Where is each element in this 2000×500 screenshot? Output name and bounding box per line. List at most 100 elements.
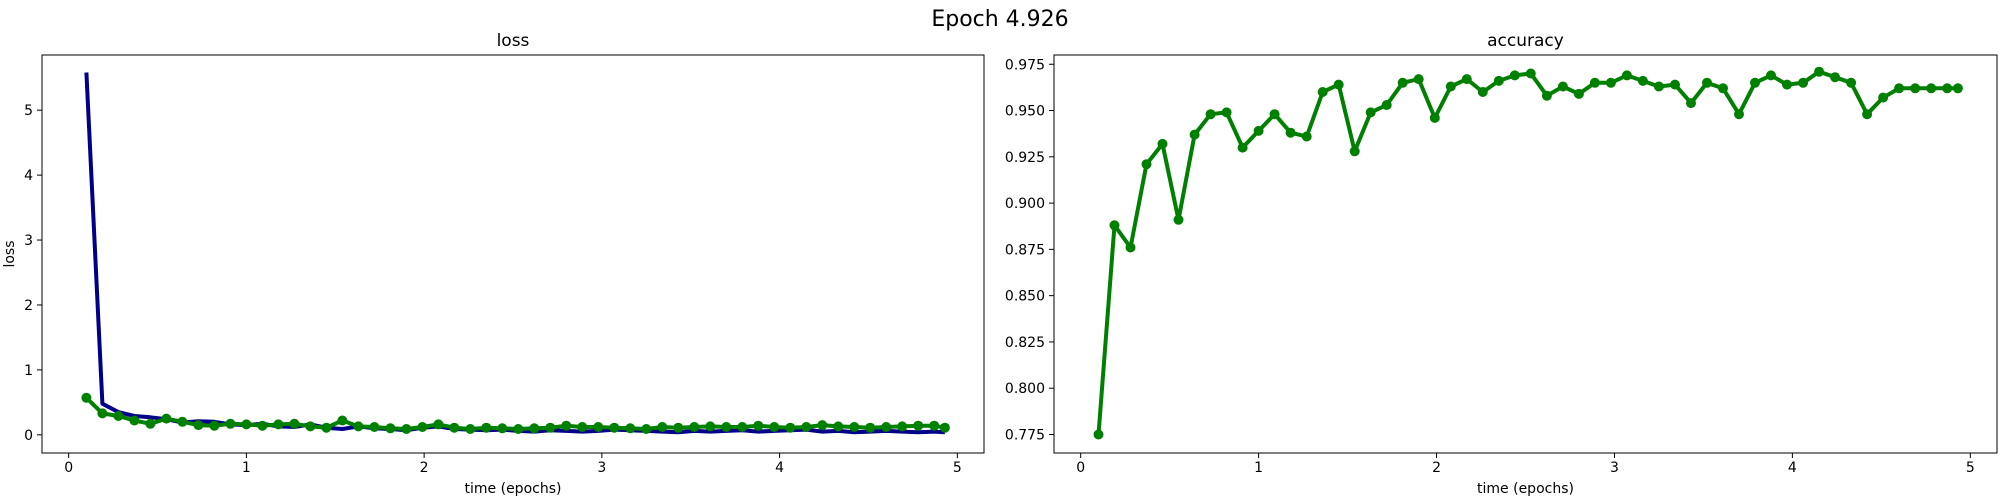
data-point bbox=[1509, 70, 1520, 81]
panel-title: loss bbox=[497, 31, 530, 51]
data-point bbox=[401, 424, 412, 434]
y-tick-label: 0.850 bbox=[1005, 289, 1045, 305]
data-point bbox=[129, 415, 140, 426]
data-point bbox=[625, 423, 636, 434]
data-point bbox=[1766, 70, 1776, 81]
data-point bbox=[449, 422, 460, 433]
data-point bbox=[1157, 138, 1168, 149]
data-point bbox=[897, 421, 908, 432]
data-point bbox=[1910, 83, 1921, 94]
data-point bbox=[1878, 92, 1889, 103]
data-point bbox=[929, 420, 940, 431]
data-point bbox=[145, 418, 156, 429]
series-line-1 bbox=[1096, 69, 1958, 435]
data-point bbox=[1413, 74, 1424, 85]
data-point bbox=[673, 422, 684, 433]
data-point bbox=[1349, 146, 1360, 157]
y-tick-label: 2 bbox=[24, 298, 33, 314]
data-point bbox=[273, 419, 284, 430]
data-point bbox=[177, 416, 188, 427]
data-point bbox=[465, 424, 476, 434]
data-point bbox=[433, 419, 444, 430]
data-point bbox=[1862, 109, 1873, 120]
y-tick-label: 0.950 bbox=[1005, 104, 1045, 120]
data-point bbox=[513, 424, 524, 434]
y-tick-label: 3 bbox=[24, 233, 33, 249]
data-point bbox=[769, 422, 780, 432]
data-point bbox=[561, 420, 572, 431]
axes-frame bbox=[41, 54, 985, 454]
data-point bbox=[1541, 90, 1552, 101]
x-tick-label: 4 bbox=[1788, 460, 1797, 476]
y-tick-label: 0.800 bbox=[1005, 381, 1045, 397]
data-point bbox=[1621, 70, 1632, 81]
data-point bbox=[1477, 87, 1488, 97]
data-point bbox=[81, 392, 92, 403]
figure-title: Epoch 4.926 bbox=[931, 7, 1068, 32]
data-point bbox=[1686, 98, 1696, 109]
data-point bbox=[865, 422, 876, 433]
data-point bbox=[913, 420, 924, 431]
data-point bbox=[1237, 142, 1248, 153]
x-tick-label: 5 bbox=[953, 460, 962, 476]
data-point bbox=[641, 424, 652, 434]
data-point bbox=[1653, 81, 1664, 92]
series-line-1 bbox=[84, 72, 946, 435]
x-tick-label: 2 bbox=[420, 460, 429, 476]
data-point bbox=[1573, 88, 1584, 99]
data-point bbox=[97, 408, 108, 419]
data-point bbox=[939, 422, 950, 433]
panel-title: accuracy bbox=[1487, 31, 1564, 51]
data-point bbox=[1445, 81, 1456, 92]
x-tick-label: 2 bbox=[1432, 460, 1441, 476]
data-point bbox=[209, 420, 220, 431]
data-point bbox=[1734, 109, 1744, 120]
y-tick-label: 0.775 bbox=[1005, 427, 1045, 443]
data-point bbox=[721, 422, 732, 432]
data-point bbox=[817, 420, 828, 431]
y-tick-label: 0 bbox=[24, 428, 33, 444]
data-point bbox=[1702, 77, 1712, 88]
data-point bbox=[1173, 214, 1184, 225]
data-point bbox=[289, 418, 300, 429]
data-point bbox=[1189, 129, 1200, 140]
data-point bbox=[225, 418, 236, 429]
data-point bbox=[1782, 79, 1792, 90]
data-point bbox=[1381, 100, 1392, 110]
data-point bbox=[161, 413, 172, 424]
x-tick-label: 1 bbox=[242, 460, 251, 476]
y-tick-label: 5 bbox=[24, 103, 33, 119]
panel-loss: 0 1 2 3 4 5 0 1 2 3 4 5 loss time (epochs) loss bbox=[2, 31, 985, 497]
data-point bbox=[1894, 83, 1905, 94]
data-point bbox=[1365, 107, 1376, 118]
data-point bbox=[689, 422, 700, 432]
data-point bbox=[609, 422, 620, 433]
data-point bbox=[193, 420, 204, 431]
data-point bbox=[737, 422, 748, 432]
data-point bbox=[337, 415, 348, 426]
data-point bbox=[1750, 77, 1760, 88]
data-point bbox=[1141, 159, 1152, 170]
data-point bbox=[1637, 75, 1648, 86]
data-point bbox=[753, 420, 764, 431]
data-point bbox=[1125, 242, 1136, 253]
data-point bbox=[353, 421, 364, 432]
data-point bbox=[1317, 87, 1328, 97]
data-point bbox=[1926, 83, 1937, 94]
data-point bbox=[1205, 109, 1216, 120]
data-point bbox=[1718, 83, 1728, 94]
y-tick-label: 4 bbox=[24, 168, 33, 184]
x-tick-label: 3 bbox=[597, 460, 606, 476]
y-tick-label: 0.925 bbox=[1005, 150, 1045, 166]
data-point bbox=[1605, 77, 1616, 88]
data-point bbox=[1333, 79, 1344, 90]
data-point bbox=[881, 422, 892, 432]
x-tick-label: 0 bbox=[1076, 460, 1085, 476]
data-point bbox=[657, 422, 668, 432]
y-tick-label: 1 bbox=[24, 363, 33, 379]
data-point bbox=[785, 422, 796, 433]
y-tick-label: 0.825 bbox=[1005, 335, 1045, 351]
data-point bbox=[1285, 127, 1296, 138]
y-tick-label: 0.875 bbox=[1005, 242, 1045, 258]
